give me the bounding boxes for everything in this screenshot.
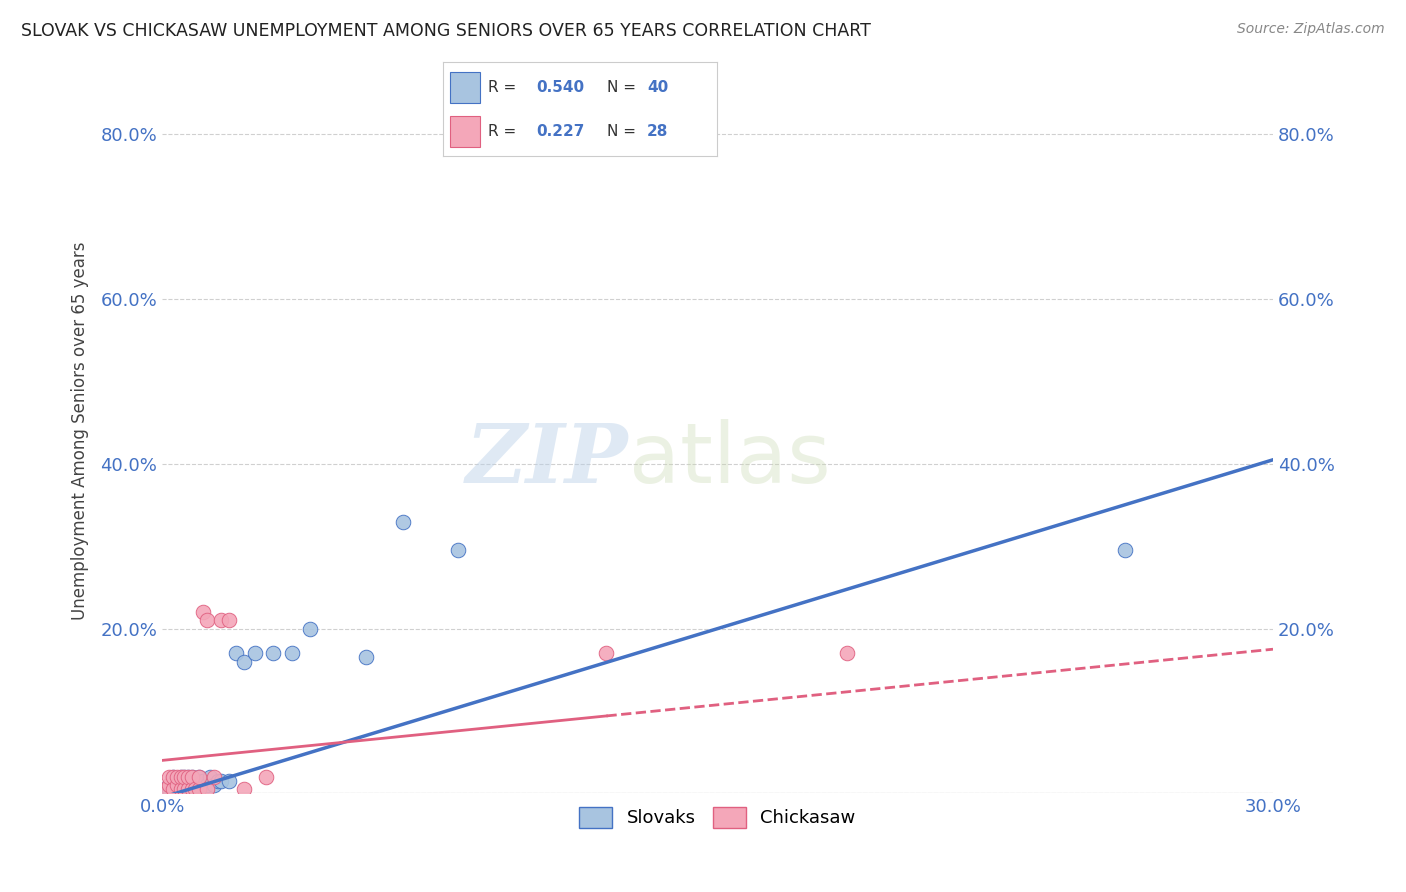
Point	[162, 770, 184, 784]
Point	[280, 646, 302, 660]
Point	[1114, 543, 1136, 558]
Point	[180, 782, 202, 797]
Point	[159, 770, 181, 784]
Point	[195, 613, 218, 627]
Bar	[450, 116, 479, 147]
Text: ZIP: ZIP	[465, 420, 628, 500]
Point	[180, 770, 202, 784]
Text: N =: N =	[607, 124, 641, 139]
Point	[218, 613, 240, 627]
Point	[162, 770, 184, 784]
Text: SLOVAK VS CHICKASAW UNEMPLOYMENT AMONG SENIORS OVER 65 YEARS CORRELATION CHART: SLOVAK VS CHICKASAW UNEMPLOYMENT AMONG S…	[21, 22, 870, 40]
Point	[177, 778, 200, 792]
Point	[447, 543, 470, 558]
Point	[207, 774, 229, 789]
Point	[254, 770, 277, 784]
Point	[180, 778, 202, 792]
Point	[243, 646, 266, 660]
Point	[169, 770, 191, 784]
Text: 0.227: 0.227	[536, 124, 585, 139]
Point	[837, 646, 859, 660]
Point	[155, 782, 177, 797]
Point	[595, 646, 617, 660]
Point	[299, 622, 322, 636]
Point	[159, 782, 181, 797]
Point	[188, 770, 211, 784]
Point	[225, 646, 247, 660]
Point	[173, 782, 195, 797]
Text: Source: ZipAtlas.com: Source: ZipAtlas.com	[1237, 22, 1385, 37]
Point	[391, 515, 413, 529]
Point	[159, 778, 181, 792]
Point	[180, 770, 202, 784]
Text: R =: R =	[488, 124, 522, 139]
Bar	[450, 72, 479, 103]
Point	[166, 774, 188, 789]
Point	[177, 782, 200, 797]
Point	[191, 774, 214, 789]
Point	[169, 778, 191, 792]
Point	[177, 770, 200, 784]
Point	[262, 646, 284, 660]
Point	[162, 782, 184, 797]
Point	[173, 778, 195, 792]
Point	[209, 774, 232, 789]
Text: 40: 40	[647, 79, 668, 95]
Point	[209, 613, 232, 627]
Text: atlas: atlas	[628, 419, 831, 500]
Point	[169, 782, 191, 797]
Point	[166, 782, 188, 797]
Point	[195, 782, 218, 797]
Point	[188, 778, 211, 792]
Point	[232, 655, 254, 669]
Point	[166, 778, 188, 792]
Point	[200, 770, 222, 784]
Point	[218, 774, 240, 789]
Point	[159, 778, 181, 792]
Point	[188, 770, 211, 784]
Point	[162, 778, 184, 792]
Point	[191, 605, 214, 619]
Text: N =: N =	[607, 79, 641, 95]
Point	[162, 782, 184, 797]
Text: R =: R =	[488, 79, 522, 95]
Point	[188, 782, 211, 797]
Point	[177, 770, 200, 784]
Point	[184, 778, 207, 792]
Point	[169, 782, 191, 797]
Point	[184, 774, 207, 789]
Point	[173, 782, 195, 797]
Point	[354, 650, 377, 665]
Text: 28: 28	[647, 124, 668, 139]
Point	[173, 770, 195, 784]
Point	[184, 782, 207, 797]
Point	[177, 782, 200, 797]
Point	[169, 770, 191, 784]
Point	[202, 770, 225, 784]
Point	[173, 770, 195, 784]
Point	[232, 782, 254, 797]
Point	[166, 770, 188, 784]
Y-axis label: Unemployment Among Seniors over 65 years: Unemployment Among Seniors over 65 years	[72, 242, 89, 620]
Point	[195, 778, 218, 792]
Legend: Slovaks, Chickasaw: Slovaks, Chickasaw	[572, 800, 863, 835]
Point	[155, 782, 177, 797]
Text: 0.540: 0.540	[536, 79, 585, 95]
Point	[202, 778, 225, 792]
